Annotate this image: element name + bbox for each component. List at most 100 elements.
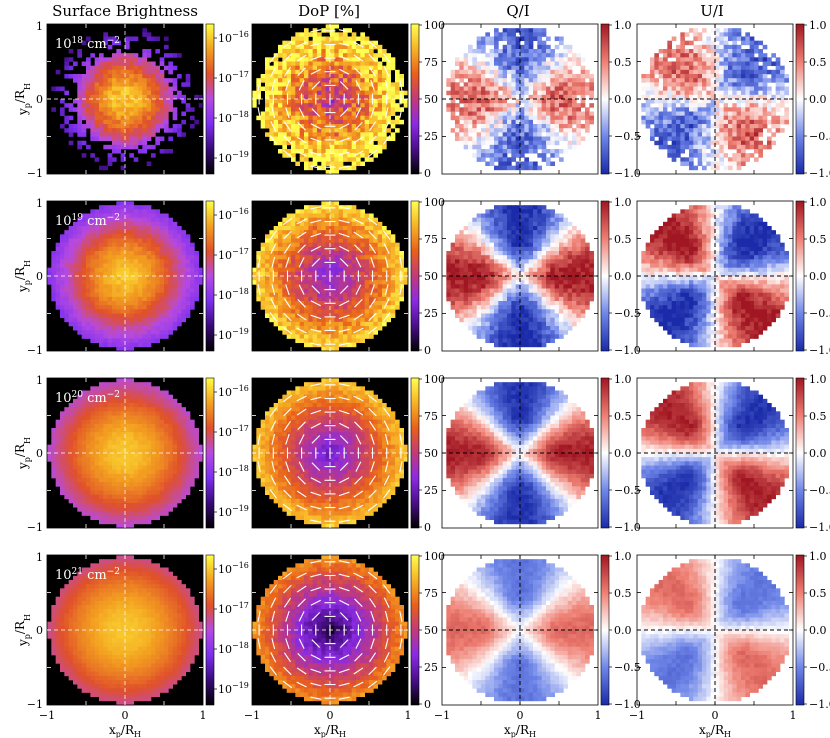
heatmap-cell [317, 334, 322, 339]
heatmap-cell [304, 309, 309, 314]
heatmap-cell [164, 115, 169, 121]
heatmap-cell [94, 317, 100, 323]
heatmap-cell [710, 144, 716, 150]
heatmap-cell [265, 57, 270, 62]
heatmap-cell [728, 74, 733, 79]
heatmap-cell [90, 334, 96, 339]
heatmap-cell [60, 246, 65, 252]
heatmap-cell [697, 94, 703, 100]
heatmap-cell [151, 107, 156, 112]
heatmap-cell [572, 57, 577, 62]
heatmap-cell [728, 28, 733, 33]
heatmap-cell [369, 111, 374, 117]
heatmap-cell [129, 342, 135, 348]
heatmap-cell [356, 149, 361, 154]
heatmap-cell [142, 57, 148, 62]
heatmap-cell [317, 61, 322, 67]
heatmap-cell [502, 153, 508, 158]
heatmap-cell [120, 296, 126, 302]
heatmap-cell [373, 40, 379, 46]
heatmap-cell [99, 124, 104, 129]
heatmap-cell [330, 90, 335, 96]
heatmap-cell [330, 99, 335, 104]
heatmap-cell [278, 263, 283, 269]
heatmap-cell [99, 255, 104, 260]
heatmap-cell [395, 128, 400, 133]
heatmap-cell [463, 132, 469, 137]
heatmap-cell [138, 128, 143, 133]
heatmap-cell [334, 209, 340, 214]
heatmap-cell [55, 271, 61, 277]
heatmap-cell [732, 128, 738, 133]
heatmap-cell [528, 115, 534, 121]
heatmap-cell [771, 74, 777, 79]
heatmap-cell [103, 321, 109, 327]
heatmap-cell [325, 317, 331, 323]
heatmap-cell [330, 36, 335, 42]
heatmap-cell [120, 330, 126, 335]
heatmap-cell [146, 230, 152, 235]
heatmap-cell [94, 284, 100, 289]
heatmap-cell [572, 53, 577, 58]
heatmap-cell [693, 136, 699, 142]
polarization-vector [382, 53, 391, 63]
heatmap-cell [567, 65, 573, 71]
heatmap-cell [758, 103, 764, 108]
heatmap-cell [116, 242, 122, 248]
heatmap-cell [723, 124, 729, 129]
heatmap-cell [299, 140, 305, 146]
heatmap-cell [77, 78, 83, 83]
heatmap-cell [116, 296, 122, 302]
heatmap-cell [64, 119, 70, 125]
heatmap-cell [51, 284, 57, 289]
heatmap-cell [758, 128, 764, 133]
heatmap-cell [317, 226, 322, 231]
heatmap-cell [291, 226, 296, 231]
heatmap-cell [758, 49, 764, 54]
heatmap-cell [317, 74, 322, 79]
heatmap-cell [338, 69, 344, 75]
heatmap-cell [164, 242, 169, 248]
heatmap-cell [308, 107, 314, 112]
heatmap-cell [485, 74, 491, 79]
heatmap-cell [533, 161, 538, 167]
heatmap-cell [723, 53, 729, 58]
heatmap-cell [351, 90, 357, 96]
heatmap-cell [103, 82, 109, 87]
heatmap-cell [680, 40, 686, 46]
heatmap-cell [689, 153, 694, 158]
heatmap-cell [715, 136, 720, 142]
heatmap-cell [164, 82, 169, 87]
heatmap-cell [719, 128, 725, 133]
heatmap-cell [286, 119, 292, 125]
heatmap-cell [55, 259, 61, 264]
heatmap-cell [155, 338, 161, 344]
heatmap-cell [710, 107, 716, 112]
heatmap-cell [502, 161, 508, 167]
heatmap-cell [90, 255, 96, 260]
heatmap-cell [736, 86, 742, 92]
heatmap-cell [269, 86, 275, 92]
heatmap-cell [151, 94, 156, 100]
heatmap-cell [537, 99, 543, 104]
heatmap-cell [86, 230, 91, 235]
heatmap-cell [780, 78, 785, 83]
heatmap-cell [81, 132, 87, 137]
polarization-vector [270, 66, 277, 77]
heatmap-cell [554, 90, 560, 96]
heatmap-cell [334, 338, 340, 344]
heatmap-cell [299, 326, 305, 331]
heatmap-cell [736, 99, 742, 104]
heatmap-cell [90, 276, 96, 281]
polarization-vector [338, 137, 350, 143]
heatmap-cell [133, 221, 139, 227]
heatmap-cell [60, 305, 65, 310]
heatmap-cell [693, 128, 699, 133]
heatmap-cell [81, 317, 87, 323]
heatmap-cell [304, 69, 309, 75]
heatmap-cell [334, 128, 340, 133]
heatmap-cell [164, 259, 169, 264]
heatmap-cell [736, 161, 742, 167]
heatmap-cell [181, 276, 187, 281]
heatmap-cell [90, 217, 96, 223]
